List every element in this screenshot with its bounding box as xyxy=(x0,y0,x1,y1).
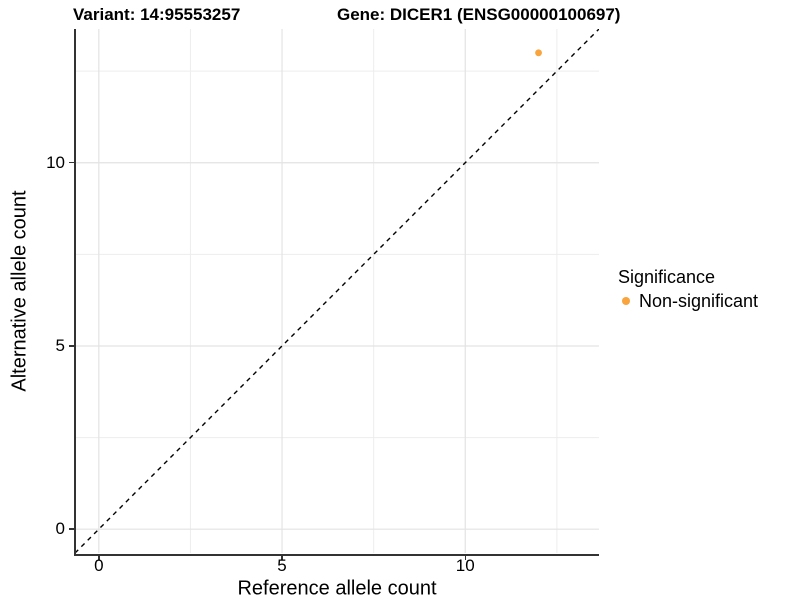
x-tick-mark xyxy=(281,555,283,560)
x-tick-mark xyxy=(98,555,100,560)
y-axis-title: Alternative allele count xyxy=(8,190,31,392)
y-tick-label: 5 xyxy=(55,335,65,355)
x-tick-mark xyxy=(464,555,466,560)
x-axis-title: Reference allele count xyxy=(237,577,437,600)
legend-point-icon xyxy=(622,297,630,305)
y-tick-label: 0 xyxy=(55,519,65,539)
x-tick-label: 5 xyxy=(277,556,287,575)
plot-panel xyxy=(75,29,599,553)
legend: Significance Non-significant xyxy=(618,266,758,311)
identity-line xyxy=(75,29,599,553)
legend-title: Significance xyxy=(618,267,716,287)
legend-item: Non-significant xyxy=(618,291,758,311)
plot-title-gene: Gene: DICER1 (ENSG00000100697) xyxy=(337,5,621,24)
x-tick-label: 10 xyxy=(455,556,475,575)
y-axis-line xyxy=(73,29,76,556)
plot-title-variant: Variant: 14:95553257 xyxy=(73,5,241,24)
x-axis-line xyxy=(73,553,599,556)
y-tick-label: 10 xyxy=(46,152,65,172)
plot-canvas xyxy=(75,29,599,553)
legend-item-label: Non-significant xyxy=(639,291,759,311)
y-tick-mark xyxy=(69,161,74,164)
data-point xyxy=(535,49,542,57)
y-tick-mark xyxy=(69,345,74,347)
y-tick-mark xyxy=(69,528,74,530)
x-tick-label: 0 xyxy=(94,556,104,575)
